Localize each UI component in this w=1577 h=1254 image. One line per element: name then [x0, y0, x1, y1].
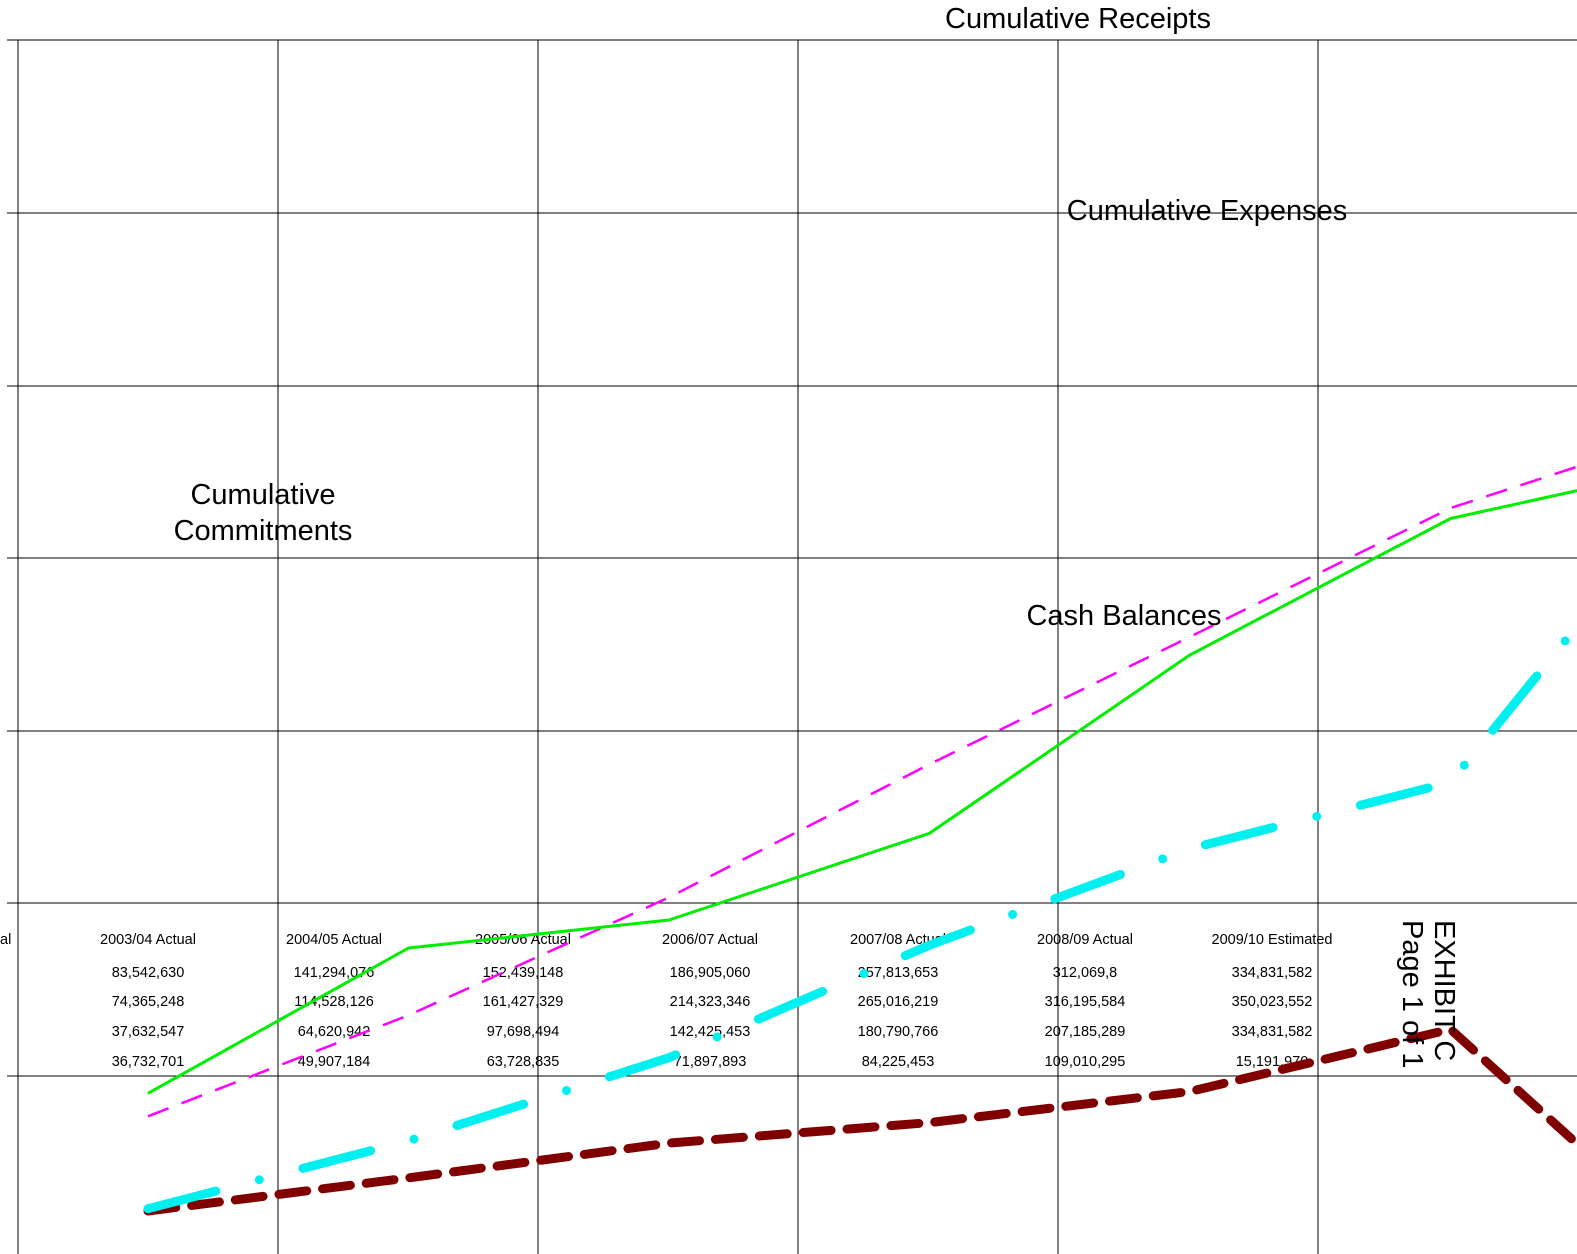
table-cell-r1-c6: 350,023,552	[1232, 994, 1313, 1010]
table-cell-r3-c0: 36,732,701	[112, 1054, 185, 1070]
table-header-0: 2003/04 Actual	[100, 932, 196, 948]
exhibit-label: EXHIBIT C Page 1 of 1	[1396, 920, 1460, 1068]
table-cell-r2-c4: 180,790,766	[858, 1024, 939, 1040]
annotation-cumulative-receipts: Cumulative Receipts	[945, 3, 1211, 35]
table-header-3: 2006/07 Actual	[662, 932, 758, 948]
table-header-6: 2009/10 Estimated	[1212, 932, 1333, 948]
table-cell-r0-c0: 83,542,630	[112, 965, 185, 981]
table-cell-r2-c6: 334,831,582	[1232, 1024, 1313, 1040]
annotation-cumulative-commitments-line1: Cumulative	[190, 479, 335, 511]
table-header-5: 2008/09 Actual	[1037, 932, 1133, 948]
annotation-cumulative-expenses: Cumulative Expenses	[1067, 195, 1347, 227]
table-cell-r0-c3: 186,905,060	[670, 965, 751, 981]
table-cell-r1-c0: 74,365,248	[112, 994, 185, 1010]
table-cell-r3-c5: 109,010,295	[1045, 1054, 1126, 1070]
exhibit-page: Page 1 of 1	[1396, 920, 1428, 1068]
data-table-cells: 83,542,630 141,294,076 152,439,148 186,905,…	[112, 965, 1313, 1070]
series-annotations: Cumulative Receipts Cumulative Expenses …	[174, 3, 1348, 632]
table-cell-r3-c2: 63,728,835	[487, 1054, 560, 1070]
table-header-partial: al	[0, 932, 11, 948]
table-cell-r0-c2: 152,439,148	[483, 965, 564, 981]
table-header-1: 2004/05 Actual	[286, 932, 382, 948]
table-cell-r3-c4: 84,225,453	[862, 1054, 935, 1070]
table-cell-r0-c6: 334,831,582	[1232, 965, 1313, 981]
table-cell-r2-c1: 64,620,942	[298, 1024, 371, 1040]
table-cell-r0-c4: 257,813,653	[858, 965, 939, 981]
table-cell-r3-c3: 71,897,893	[674, 1054, 747, 1070]
table-cell-r1-c5: 316,195,584	[1045, 994, 1126, 1010]
table-cell-r1-c4: 265,016,219	[858, 994, 939, 1010]
table-cell-r1-c3: 214,323,346	[670, 994, 751, 1010]
data-table: al 2003/04 Actual 2004/05 Actual 2005/06 Ac…	[0, 932, 1332, 1070]
table-header-2: 2005/06 Actual	[475, 932, 571, 948]
table-cell-r2-c3: 142,425,453	[670, 1024, 751, 1040]
table-cell-r1-c2: 161,427,329	[483, 994, 564, 1010]
table-cell-r2-c0: 37,632,547	[112, 1024, 185, 1040]
table-cell-r1-c1: 114,528,126	[294, 994, 374, 1010]
annotation-cumulative-commitments-line2: Commitments	[174, 515, 353, 547]
table-cell-r0-c5: 312,069,8	[1053, 965, 1118, 981]
exhibit-title: EXHIBIT C	[1428, 920, 1460, 1061]
table-cell-r2-c5: 207,185,289	[1045, 1024, 1126, 1040]
data-table-headers: al 2003/04 Actual 2004/05 Actual 2005/06 Ac…	[0, 932, 1332, 948]
chart-grid	[7, 39, 1577, 1254]
series-lines	[143, 465, 1577, 1216]
annotation-cash-balances: Cash Balances	[1026, 600, 1221, 632]
table-cell-r3-c1: 49,907,184	[298, 1054, 371, 1070]
table-cell-r2-c2: 97,698,494	[487, 1024, 560, 1040]
